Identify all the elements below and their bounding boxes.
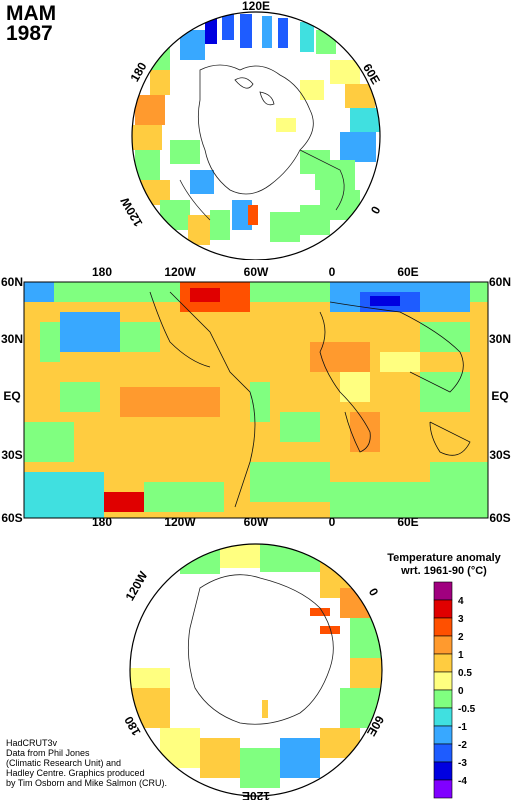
legend-swatch xyxy=(433,743,453,763)
south-label-120w: 120W xyxy=(123,568,151,603)
credit-line-1: HadCRUT3v xyxy=(6,738,58,748)
season-year: 1987 xyxy=(6,22,53,45)
north-polar-map: 120E 60E 0 120W 180 xyxy=(117,0,384,260)
legend-tick-label: 4 xyxy=(458,596,464,607)
world-map: 180 120W 60W 0 60E 180 120W 60W 0 60E 60… xyxy=(1,265,511,528)
legend-swatches xyxy=(433,581,453,799)
world-coastlines xyxy=(149,291,471,508)
world-lat-right-60n: 60N xyxy=(489,275,511,289)
legend-swatch xyxy=(433,761,453,781)
legend-tick-label: -2 xyxy=(458,740,467,751)
world-lat-right-eq: EQ xyxy=(491,389,508,403)
legend-swatch xyxy=(433,671,453,691)
legend-tick-label: 3 xyxy=(458,614,464,625)
credit-line-4: Hadley Centre. Graphics produced xyxy=(6,768,145,778)
world-bottom-lon-60e: 60E xyxy=(397,515,418,528)
north-coastlines xyxy=(179,64,345,221)
world-top-lon-180: 180 xyxy=(92,265,112,279)
world-bottom-lon-60w: 60W xyxy=(244,515,269,528)
credit-line-5: by Tim Osborn and Mike Salmon (CRU). xyxy=(6,778,168,788)
legend-swatch xyxy=(433,581,453,601)
world-lat-right-30s: 30S xyxy=(489,448,510,462)
color-legend: 4 3 2 1 0.5 0 -0.5 -1 -2 -3 -4 xyxy=(433,581,476,799)
world-anomaly-cells xyxy=(24,282,488,518)
legend-tick-label: 0.5 xyxy=(458,668,472,679)
world-lat-left-30s: 30S xyxy=(1,448,22,462)
legend-tick-label: -4 xyxy=(458,776,467,787)
legend-swatch xyxy=(433,635,453,655)
credit-line-2: Data from Phil Jones xyxy=(6,748,90,758)
credits: HadCRUT3v Data from Phil Jones (Climatic… xyxy=(6,738,167,788)
world-lat-left-30n: 30N xyxy=(1,332,23,346)
world-lat-right-60s: 60S xyxy=(489,511,510,525)
world-lat-right-30n: 30N xyxy=(489,332,511,346)
legend-tick-label: -3 xyxy=(458,758,467,769)
legend-swatch xyxy=(433,617,453,637)
north-label-120w: 120W xyxy=(117,194,145,229)
season-name: MAM xyxy=(6,2,57,25)
north-label-120e: 120E xyxy=(242,0,270,13)
south-polar-map: 120W 0 180 60E 120E xyxy=(121,543,387,800)
season-label: MAM 1987 xyxy=(6,2,57,45)
world-bottom-lon-120w: 120W xyxy=(164,515,196,528)
world-top-lon-0: 0 xyxy=(329,265,336,279)
north-label-0: 0 xyxy=(368,204,384,217)
world-lat-left-60s: 60S xyxy=(1,511,22,525)
world-top-lon-60w: 60W xyxy=(244,265,269,279)
world-top-lon-60e: 60E xyxy=(397,265,418,279)
legend-swatch xyxy=(433,599,453,619)
world-bottom-lon-0: 0 xyxy=(329,515,336,528)
legend-tick-label: -0.5 xyxy=(458,704,476,715)
legend-swatch xyxy=(433,725,453,745)
legend-tick-label: -1 xyxy=(458,722,467,733)
legend-title-line1: Temperature anomaly xyxy=(387,552,501,564)
legend-tick-label: 0 xyxy=(458,686,464,697)
world-bottom-lon-180: 180 xyxy=(92,515,112,528)
legend-ticks: 4 3 2 1 0.5 0 -0.5 -1 -2 -3 -4 xyxy=(458,596,476,787)
legend-swatch xyxy=(433,779,453,799)
legend-tick-label: 2 xyxy=(458,632,464,643)
world-top-lon-120w: 120W xyxy=(164,265,196,279)
south-label-120e: 120E xyxy=(242,789,270,800)
legend-title-line2: wrt. 1961-90 (°C) xyxy=(401,565,487,577)
south-coastlines xyxy=(187,574,334,725)
world-lat-left-60n: 60N xyxy=(1,275,23,289)
legend-swatch xyxy=(433,707,453,727)
legend-swatch xyxy=(433,689,453,709)
world-lat-left-eq: EQ xyxy=(3,389,20,403)
credit-line-3: (Climatic Research Unit) and xyxy=(6,758,122,768)
south-label-0: 0 xyxy=(366,586,382,599)
legend-swatch xyxy=(433,653,453,673)
legend-title: Temperature anomaly wrt. 1961-90 (°C) xyxy=(376,552,512,578)
legend-tick-label: 1 xyxy=(458,650,464,661)
